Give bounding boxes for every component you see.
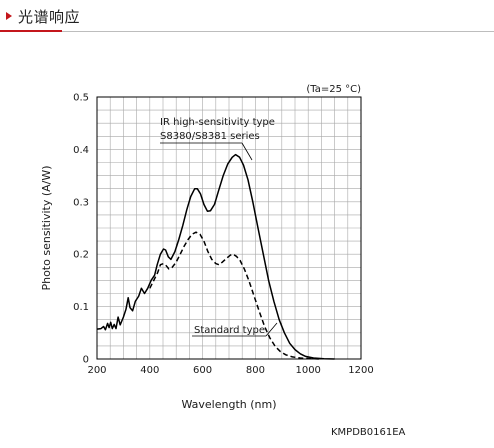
x-axis-title: Wavelength (nm) — [181, 398, 276, 411]
figure-code: KMPDB0161EA — [331, 427, 406, 438]
x-tick-label: 400 — [140, 365, 159, 376]
x-tick-label: 1000 — [295, 365, 320, 376]
tick-labels: 200 400 600 800 1000 1200 0 0.1 0.2 0.3 0.4 0.5 — [73, 93, 374, 377]
plot-frame — [96, 96, 362, 360]
section-header: 光谱响应 — [6, 4, 80, 28]
y-tick-label: 0.3 — [73, 197, 89, 208]
grid-lines — [97, 97, 361, 359]
ir-series-label: IR high-sensitivity type S8380/S8381 ser… — [160, 117, 275, 161]
series-lines — [96, 153, 335, 360]
y-tick-label: 0.1 — [73, 302, 89, 313]
header-accent-bar — [0, 30, 62, 32]
x-tick-label: 800 — [246, 365, 265, 376]
y-tick-label: 0 — [83, 355, 89, 366]
standard-series-label-text: Standard type — [194, 325, 265, 336]
ir-series-label-line2: S8380/S8381 series — [160, 131, 260, 142]
standard-series-label: Standard type — [192, 322, 278, 337]
y-axis-title: Photo sensitivity (A/W) — [40, 165, 53, 290]
x-tick-label: 600 — [193, 365, 212, 376]
y-tick-label: 0.2 — [73, 250, 89, 261]
x-tick-label: 1200 — [348, 365, 373, 376]
section-title: 光谱响应 — [18, 7, 81, 26]
standard-type-series — [149, 231, 319, 360]
x-tick-label: 200 — [87, 365, 106, 376]
y-tick-label: 0.5 — [73, 93, 89, 104]
header-divider — [0, 31, 494, 32]
ir-high-sensitivity-series — [96, 153, 335, 360]
ir-label-leader-pointer — [241, 142, 253, 161]
ir-series-label-line1: IR high-sensitivity type — [160, 117, 275, 128]
triangle-marker-icon — [6, 12, 12, 20]
y-tick-label: 0.4 — [73, 145, 89, 156]
standard-label-leader-pointer — [265, 322, 278, 337]
temperature-note: (Ta=25 °C) — [306, 84, 361, 95]
